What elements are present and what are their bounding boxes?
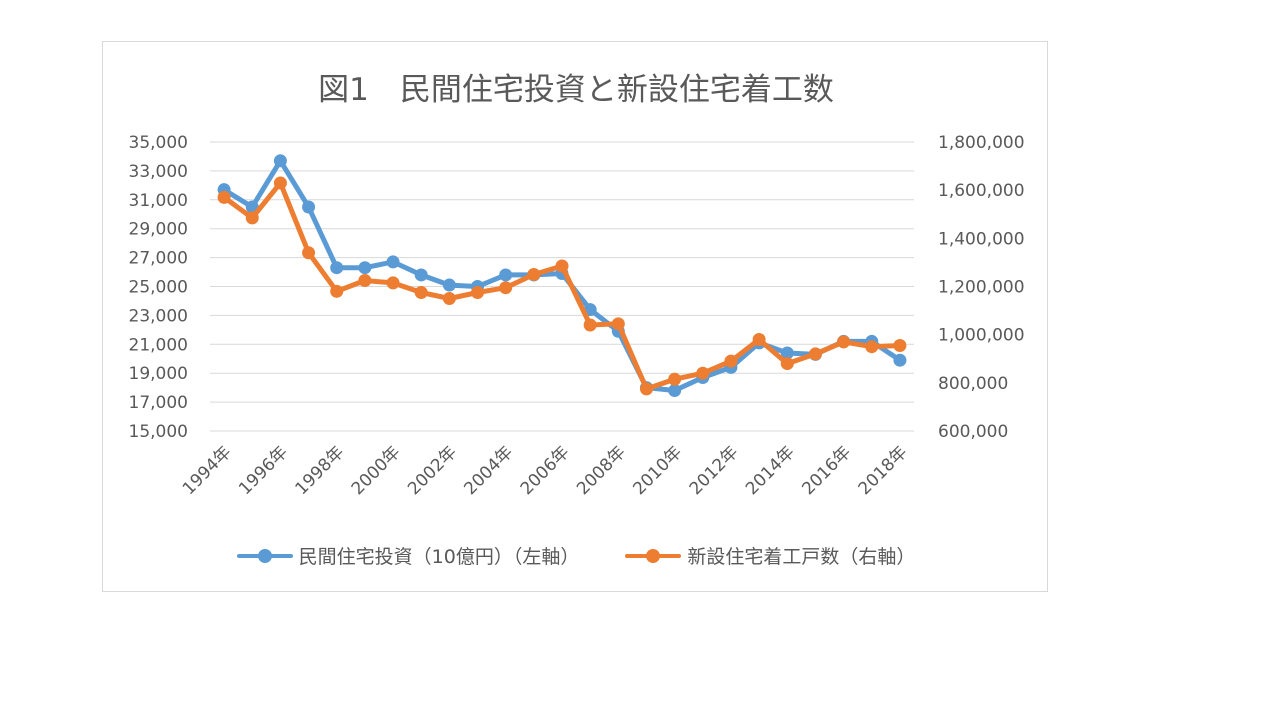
data-point-starts: [442, 292, 456, 306]
data-point-starts: [611, 317, 625, 331]
data-point-starts: [583, 318, 597, 332]
y-right-tick-label: 1,800,000: [938, 133, 1025, 153]
y-left-tick-label: 27,000: [129, 249, 188, 269]
y-left-tick-label: 29,000: [129, 220, 188, 240]
x-tick-label: 2016年: [798, 442, 855, 499]
x-tick-label: 1994年: [179, 442, 236, 499]
data-point-investment: [330, 261, 344, 275]
x-tick-label: 2002年: [404, 442, 461, 499]
legend-label-starts: 新設住宅着工戸数（右軸）: [687, 546, 916, 568]
x-tick-label: 1998年: [291, 442, 348, 499]
chart-frame: 図1 民間住宅投資と新設住宅着工数 35,000 33,000 31,000 29,0…: [102, 41, 1048, 592]
x-tick-label: 2014年: [742, 442, 799, 499]
legend-label-investment: 民間住宅投資（10億円）（左軸）: [298, 546, 580, 568]
data-point-starts: [555, 259, 569, 273]
y-right-tick-label: 1,200,000: [938, 278, 1025, 298]
y-right-tick-label: 1,600,000: [938, 181, 1025, 201]
legend-swatch-starts: [625, 548, 682, 563]
data-point-starts: [527, 267, 541, 281]
data-point-starts: [639, 382, 653, 396]
data-point-starts: [499, 281, 513, 295]
y-left-tick-label: 17,000: [129, 393, 188, 413]
data-point-investment: [273, 154, 287, 168]
x-tick-label: 2008年: [573, 442, 630, 499]
data-point-investment: [358, 261, 372, 275]
y-left-tick-label: 35,000: [129, 133, 188, 153]
y-right-tick-label: 1,000,000: [938, 326, 1025, 346]
data-point-investment: [893, 353, 907, 367]
x-tick-label: 2006年: [517, 442, 574, 499]
data-point-starts: [330, 284, 344, 298]
data-point-starts: [217, 190, 231, 204]
x-tick-label: 2018年: [855, 442, 912, 499]
data-point-investment: [442, 278, 456, 292]
data-point-starts: [893, 339, 907, 353]
data-point-starts: [696, 366, 710, 380]
data-point-starts: [414, 286, 428, 300]
data-point-starts: [724, 354, 738, 368]
data-point-starts: [358, 273, 372, 287]
data-point-starts: [808, 347, 822, 361]
data-point-investment: [499, 268, 513, 282]
y-left-tick-label: 15,000: [129, 422, 188, 442]
data-point-starts: [302, 246, 316, 260]
y-left-tick-label: 25,000: [129, 278, 188, 298]
x-tick-label: 2012年: [686, 442, 743, 499]
legend-swatch-investment: [236, 548, 293, 563]
legend-item-investment: 民間住宅投資（10億円）（左軸）: [236, 542, 580, 569]
chart-title: 図1 民間住宅投資と新設住宅着工数: [318, 72, 834, 108]
data-point-investment: [780, 346, 794, 360]
x-tick-label: 1996年: [235, 442, 292, 499]
data-point-starts: [471, 286, 485, 300]
data-point-starts: [245, 211, 259, 225]
x-tick-label: 2010年: [629, 442, 686, 499]
data-point-investment: [668, 384, 682, 398]
y-left-tick-label: 23,000: [129, 306, 188, 326]
series-line-starts: [221, 180, 903, 392]
data-point-starts: [780, 357, 794, 371]
y-right-tick-label: 800,000: [938, 374, 1008, 394]
data-point-investment: [302, 200, 316, 214]
y-left-tick-label: 33,000: [129, 162, 188, 182]
data-point-starts: [837, 335, 851, 349]
data-point-investment: [414, 268, 428, 282]
data-point-starts: [668, 372, 682, 386]
chart-legend: 民間住宅投資（10億円）（左軸） 新設住宅着工戸数（右軸）: [103, 542, 1049, 569]
y-right-tick-label: 600,000: [938, 422, 1008, 442]
y-right-tick-label: 1,400,000: [938, 229, 1025, 249]
data-point-starts: [273, 176, 287, 190]
y-left-tick-label: 21,000: [129, 335, 188, 355]
x-tick-label: 2000年: [348, 442, 405, 499]
y-left-tick-label: 19,000: [129, 364, 188, 384]
legend-item-starts: 新設住宅着工戸数（右軸）: [625, 542, 915, 569]
data-point-starts: [752, 332, 766, 346]
data-point-starts: [865, 340, 879, 354]
x-tick-label: 2004年: [460, 442, 517, 499]
data-point-investment: [386, 255, 400, 269]
chart-plot: 35,000 33,000 31,000 29,000 27,000 25,000 23,0…: [129, 133, 1025, 499]
y-left-tick-label: 31,000: [129, 191, 188, 211]
data-point-starts: [386, 276, 400, 290]
